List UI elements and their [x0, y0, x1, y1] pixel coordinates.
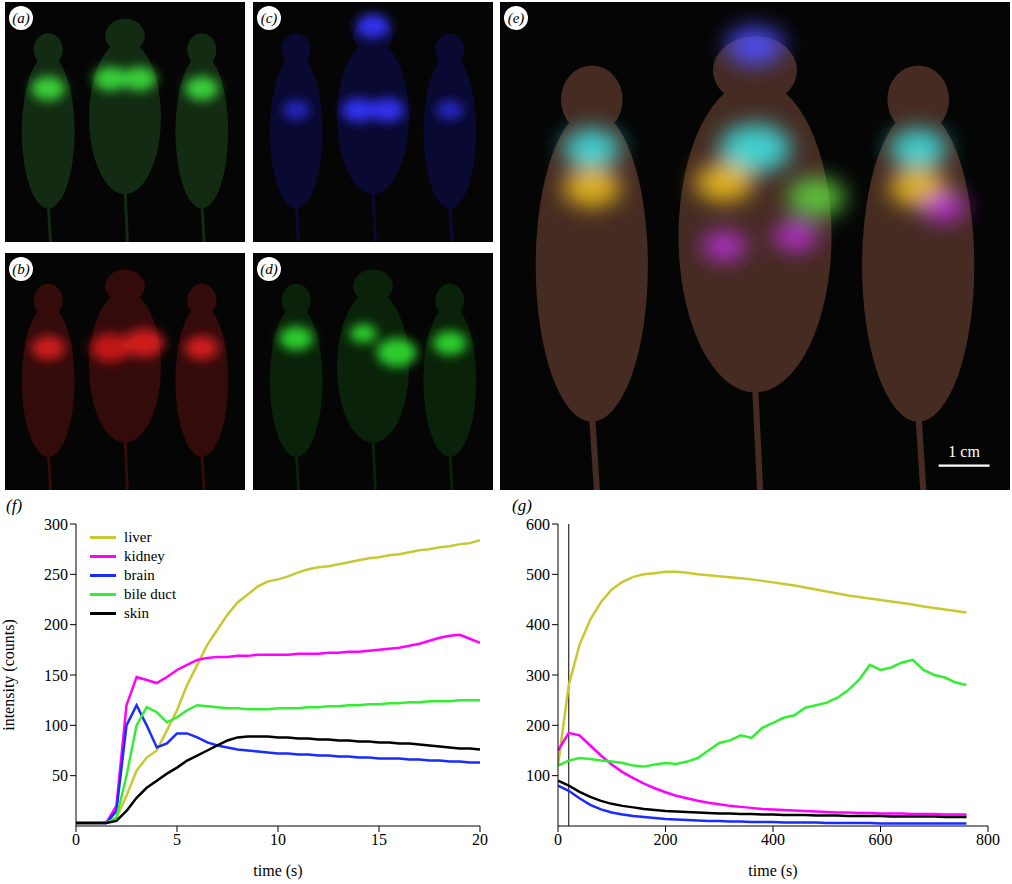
- svg-text:10: 10: [270, 831, 286, 848]
- svg-text:300: 300: [526, 667, 550, 684]
- svg-text:500: 500: [526, 566, 550, 583]
- html-text:liver: liver: [124, 529, 152, 545]
- html-text:(f): (f): [6, 496, 22, 515]
- svg-text:20: 20: [472, 831, 488, 848]
- svg-text:600: 600: [526, 516, 550, 533]
- html-text:brain: brain: [124, 567, 155, 583]
- html-text:skin: skin: [124, 605, 149, 621]
- svg-text:600: 600: [869, 831, 893, 848]
- html-text:(d): (d): [260, 261, 278, 277]
- html-text:(c): (c): [260, 10, 278, 26]
- svg-text:time (s): time (s): [253, 862, 302, 880]
- svg-text:400: 400: [761, 831, 785, 848]
- svg-text:time (s): time (s): [748, 862, 797, 880]
- svg-text:150: 150: [44, 667, 68, 684]
- svg-text:250: 250: [44, 566, 68, 583]
- svg-text:800: 800: [976, 831, 1000, 848]
- html-text:(b): (b): [12, 261, 30, 277]
- html-text:(g): (g): [512, 496, 532, 515]
- svg-text:200: 200: [44, 616, 68, 633]
- svg-text:50: 50: [52, 767, 68, 784]
- svg-text:200: 200: [526, 717, 550, 734]
- html-text:bile duct: bile duct: [124, 586, 177, 602]
- svg-text:300: 300: [44, 516, 68, 533]
- svg-text:100: 100: [44, 717, 68, 734]
- svg-text:0: 0: [554, 831, 562, 848]
- svg-text:0: 0: [72, 831, 80, 848]
- html-text:kidney: kidney: [124, 548, 165, 564]
- svg-text:intensity (counts): intensity (counts): [0, 619, 18, 731]
- svg-text:100: 100: [526, 767, 550, 784]
- html-text:(a): (a): [12, 10, 30, 26]
- svg-text:400: 400: [526, 616, 550, 633]
- svg-text:15: 15: [371, 831, 387, 848]
- svg-text:200: 200: [654, 831, 678, 848]
- svg-text:5: 5: [173, 831, 181, 848]
- html-text:(e): (e): [507, 10, 525, 26]
- html-text:1 cm: 1 cm: [948, 442, 980, 460]
